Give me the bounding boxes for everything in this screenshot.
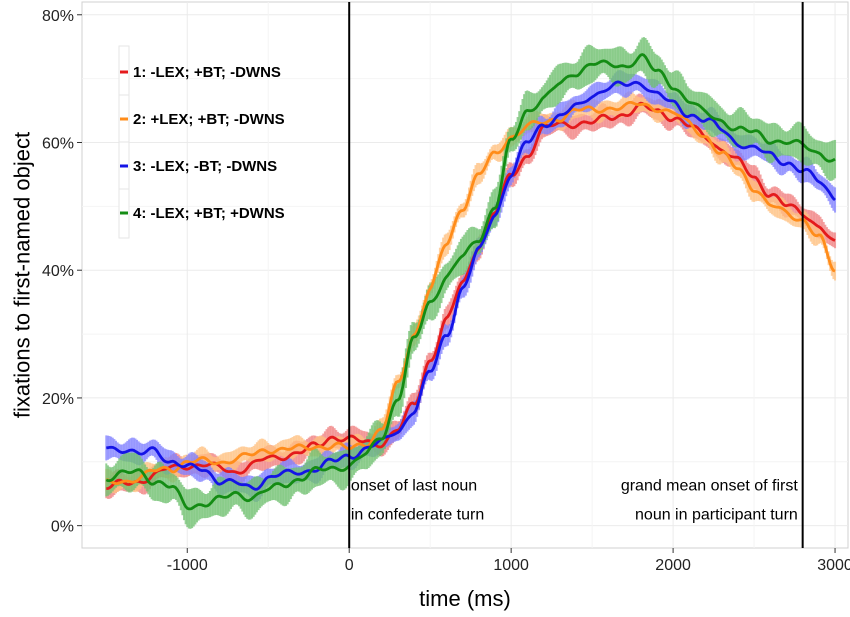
y-tick-label: 60%: [42, 135, 74, 152]
plot-panel: onset of last noun in confederate turn gra…: [81, 1, 849, 549]
series-lines: [105, 53, 836, 511]
x-tick-label: 2000: [655, 557, 691, 574]
x-axis-title: time (ms): [419, 586, 511, 611]
x-axis-ticks: -1000 0 1000 2000 3000: [167, 548, 850, 574]
annotations: onset of last noun in confederate turn gra…: [351, 478, 799, 524]
annotation-2-line-1: grand mean onset of first: [621, 478, 799, 495]
y-tick-label: 20%: [42, 391, 74, 408]
y-axis-ticks: 0% 20% 40% 60% 80%: [42, 8, 82, 536]
x-tick-label: 1000: [493, 557, 529, 574]
y-tick-label: 40%: [42, 263, 74, 280]
legend-label-4: 4: -LEX; +BT; +DWNS: [133, 205, 285, 222]
grid-lines: [82, 2, 848, 548]
legend: 1: -LEX; +BT; -DWNS 2: +LEX; +BT; -DWNS 3:…: [118, 45, 285, 239]
annotation-2-line-2: noun in participant turn: [635, 507, 798, 524]
series-line-4: [105, 53, 836, 511]
annotation-1-line-2: in confederate turn: [351, 507, 484, 524]
series-line-2: [106, 101, 836, 485]
series-line-3: [106, 80, 836, 491]
legend-label-1: 1: -LEX; +BT; -DWNS: [133, 64, 281, 81]
y-tick-label: 0%: [51, 519, 74, 536]
legend-label-2: 2: +LEX; +BT; -DWNS: [133, 111, 285, 128]
annotation-1-line-1: onset of last noun: [351, 478, 477, 495]
reference-lines: [348, 2, 804, 548]
x-tick-label: 0: [345, 557, 354, 574]
y-tick-label: 80%: [42, 8, 74, 25]
legend-label-3: 3: -LEX; -BT; -DWNS: [133, 158, 277, 175]
x-tick-label: -1000: [167, 557, 208, 574]
x-tick-label: 3000: [817, 557, 850, 574]
y-axis-title: fixations to first-named object: [10, 132, 35, 418]
